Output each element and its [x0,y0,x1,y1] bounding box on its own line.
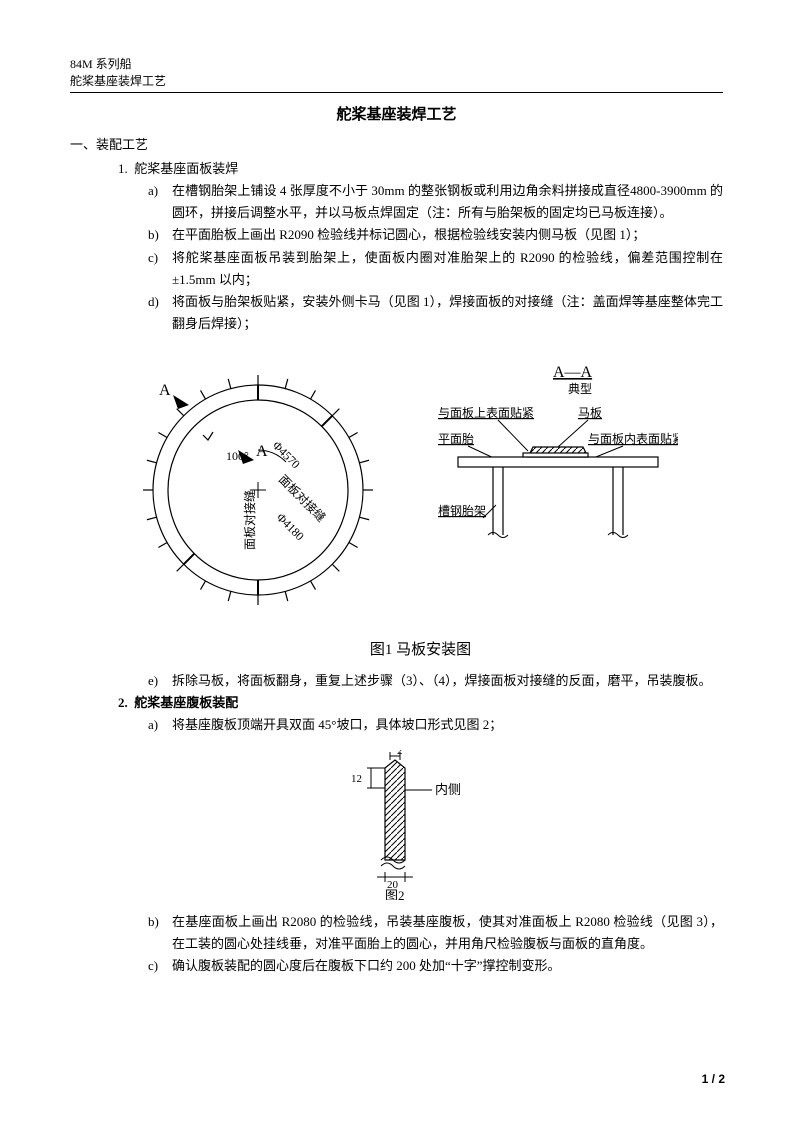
svg-text:内侧: 内侧 [435,782,461,797]
item-1-a: a)在槽钢胎架上铺设 4 张厚度不小于 30mm 的整张钢板或利用边角余料拼接成… [148,180,723,224]
svg-text:与面板内表面贴紧: 与面板内表面贴紧 [588,432,678,446]
item-2-a: a)将基座腹板顶端开具双面 45°坡口，具体坡口形式见图 2； [148,714,723,736]
item-2-title: 2. 舵桨基座腹板装配 [118,692,723,714]
svg-text:马板: 马板 [578,406,602,420]
item-2-text: 舵桨基座腹板装配 [134,695,238,710]
svg-text:面板对接缝: 面板对接缝 [242,490,257,550]
page-number: 1 / 2 [702,1072,725,1086]
svg-text:A: A [159,382,171,399]
svg-text:A—A: A—A [553,364,593,381]
figure-1: 面板对接缝 面板对接缝 100° Φ4570 Φ4180 A A [118,345,723,664]
svg-text:典型: 典型 [568,382,592,396]
svg-text:平面胎: 平面胎 [438,432,474,446]
figure-2: 2 12 内侧 20 图2 [337,750,457,907]
item-1-d: d)将面板与胎架板贴紧，安装外侧卡马（见图 1），焊接面板的对接缝（注：盖面焊等… [148,291,723,335]
item-1-text: 舵桨基座面板装焊 [134,161,238,176]
item-1-b: b)在平面胎板上画出 R2090 检验线并标记圆心，根据检验线安装内侧马板（见图… [148,224,723,246]
svg-text:12: 12 [351,773,362,785]
svg-text:槽钢胎架: 槽钢胎架 [438,504,486,518]
header-line-2: 舵桨基座装焊工艺 [70,73,723,90]
svg-text:Φ4180: Φ4180 [274,510,307,543]
item-2-num: 2. [118,695,128,710]
svg-text:A: A [256,443,268,460]
figure-1-svg: 面板对接缝 面板对接缝 100° Φ4570 Φ4180 A A [118,345,678,625]
svg-text:2: 2 [397,750,403,757]
figure-1-caption: 图1 马板安装图 [118,638,723,664]
item-1-title: 1. 舵桨基座面板装焊 [118,158,723,180]
item-2-c: c)确认腹板装配的圆心度后在腹板下口约 200 处加“十字”撑控制变形。 [148,955,723,977]
svg-text:图2: 图2 [385,888,405,900]
page-header: 84M 系列船 舵桨基座装焊工艺 [70,56,723,93]
svg-text:与面板上表面贴紧: 与面板上表面贴紧 [438,406,534,420]
svg-text:Φ4570: Φ4570 [270,438,303,471]
figure-2-svg: 2 12 内侧 20 图2 [337,750,497,900]
section-1-heading: 一、装配工艺 [70,134,723,156]
header-line-1: 84M 系列船 [70,56,723,73]
item-2-b: b)在基座面板上画出 R2080 的检验线，吊装基座腹板，使其对准面板上 R20… [148,911,723,955]
item-1-c: c)将舵桨基座面板吊装到胎架上，使面板内圈对准胎架上的 R2090 的检验线，偏… [148,247,723,291]
item-1-num: 1. [118,161,128,176]
doc-title: 舵桨基座装焊工艺 [70,103,723,129]
item-1-e: e)拆除马板，将面板翻身，重复上述步骤（3）、（4），焊接面板对接缝的反面，磨平… [148,670,723,692]
